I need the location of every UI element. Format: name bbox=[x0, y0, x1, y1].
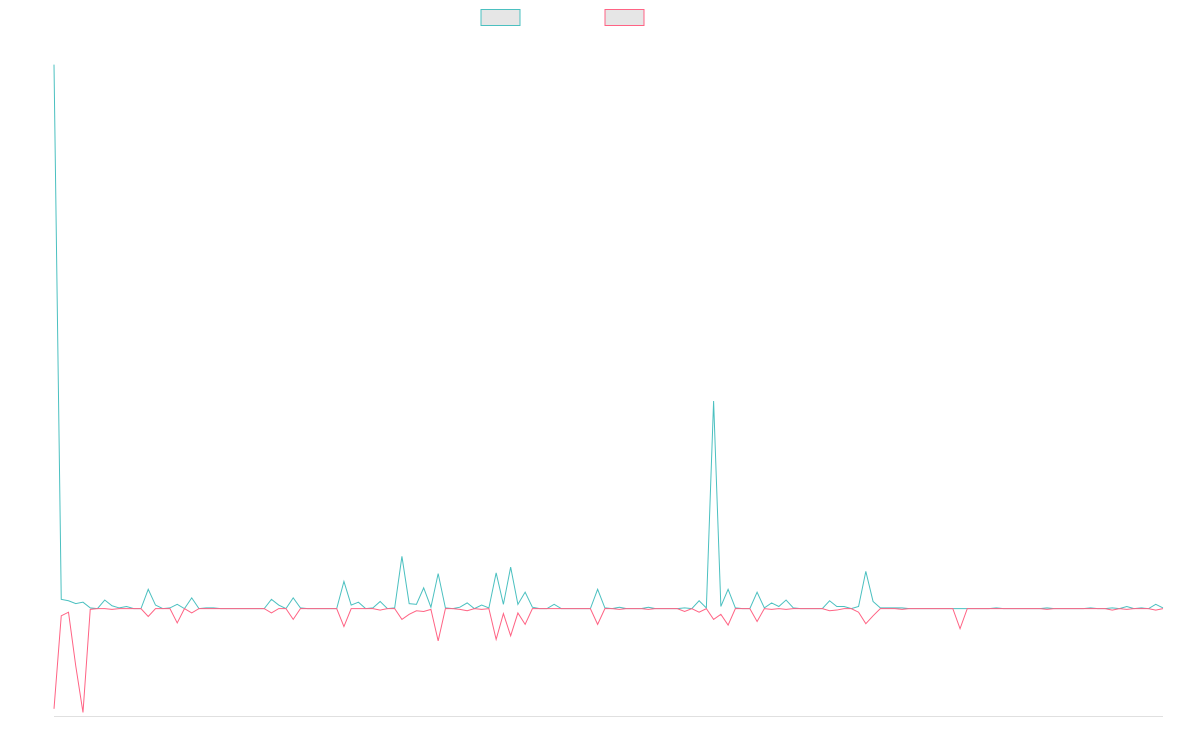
series-layer bbox=[53, 64, 1164, 713]
series-line-1 bbox=[53, 64, 1164, 610]
series-line-2 bbox=[53, 607, 1164, 713]
legend-swatch-2[interactable] bbox=[604, 9, 645, 26]
legend-swatch-1[interactable] bbox=[480, 9, 521, 26]
legend bbox=[480, 9, 645, 26]
